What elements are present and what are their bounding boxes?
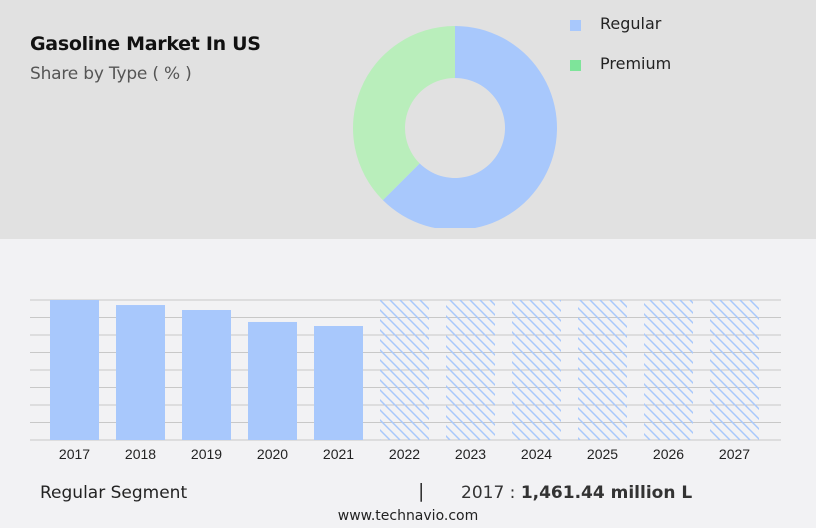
x-tick-label: 2026 — [652, 446, 685, 462]
segment-label: Regular Segment — [40, 483, 188, 503]
donut-segment-premium[interactable] — [353, 26, 455, 201]
x-tick-label: 2025 — [586, 446, 619, 462]
bar-2017[interactable] — [50, 300, 99, 440]
bar-2023[interactable] — [446, 300, 495, 440]
x-tick-label: 2027 — [718, 446, 751, 462]
value-year: 2017 : — [461, 483, 521, 503]
website-credit: www.technavio.com — [337, 508, 479, 524]
segment-value: 2017 : 1,461.44 million L — [461, 483, 692, 503]
bar-2022[interactable] — [380, 300, 429, 440]
x-tick-label: 2019 — [190, 446, 223, 462]
bar-2021[interactable] — [314, 326, 363, 440]
legend-item-regular[interactable]: Regular — [570, 14, 730, 36]
x-tick-label: 2018 — [124, 446, 157, 462]
chart-title: Gasoline Market In US — [30, 33, 261, 55]
chart-subtitle: Share by Type ( % ) — [30, 64, 192, 84]
bar-2025[interactable] — [578, 300, 627, 440]
bar-2018[interactable] — [116, 305, 165, 440]
bar-2027[interactable] — [710, 300, 759, 440]
x-tick-label: 2023 — [454, 446, 487, 462]
bar-2020[interactable] — [248, 321, 297, 440]
bar-2026[interactable] — [644, 300, 693, 440]
x-tick-label: 2024 — [520, 446, 553, 462]
bar-2019[interactable] — [182, 310, 231, 440]
separator: | — [418, 480, 425, 502]
legend-label: Regular — [600, 14, 662, 33]
donut-segment-regular[interactable] — [382, 26, 557, 230]
donut-chart — [353, 26, 557, 230]
x-tick-label: 2017 — [58, 446, 91, 462]
bar-2024[interactable] — [512, 300, 561, 440]
value-amount: 1,461.44 million L — [520, 483, 693, 503]
legend-item-premium[interactable]: Premium — [570, 54, 730, 76]
x-tick-label: 2022 — [388, 446, 421, 462]
x-tick-label: 2021 — [322, 446, 355, 462]
legend-swatch-regular — [570, 20, 581, 31]
x-tick-label: 2020 — [256, 446, 289, 462]
legend-swatch-premium — [570, 60, 581, 71]
legend-label: Premium — [600, 54, 672, 73]
